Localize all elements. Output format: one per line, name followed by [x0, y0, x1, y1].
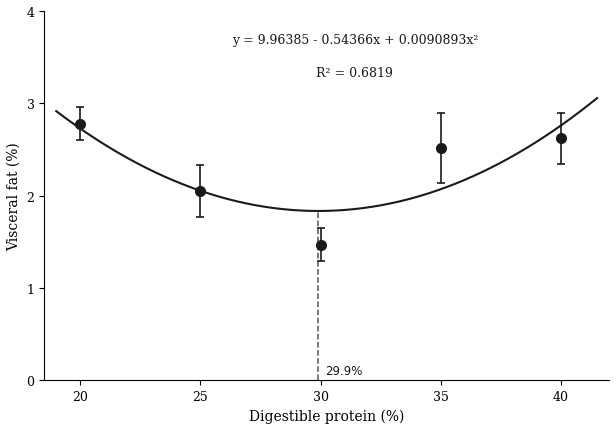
Y-axis label: Visceral fat (%): Visceral fat (%) [7, 142, 21, 250]
Text: y = 9.96385 - 0.54366x + 0.0090893x²: y = 9.96385 - 0.54366x + 0.0090893x² [232, 34, 478, 47]
Text: R² = 0.6819: R² = 0.6819 [317, 67, 394, 80]
X-axis label: Digestible protein (%): Digestible protein (%) [249, 408, 404, 423]
Text: 29.9%: 29.9% [325, 364, 363, 377]
